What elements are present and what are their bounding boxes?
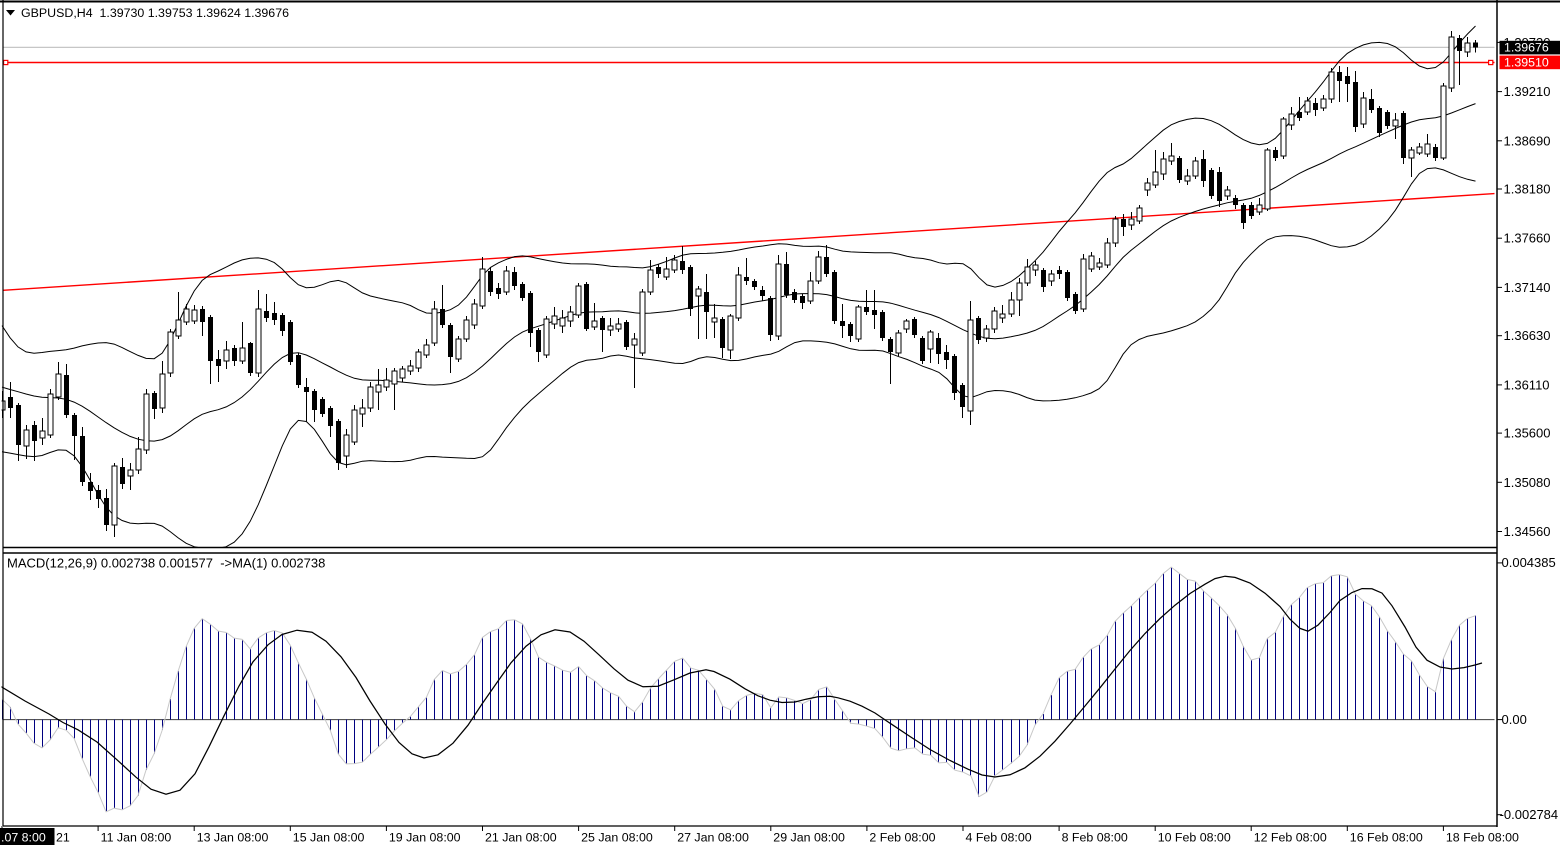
svg-text:1.37140: 1.37140 — [1504, 280, 1551, 295]
svg-text:0.004385: 0.004385 — [1502, 555, 1556, 570]
svg-text:1.38690: 1.38690 — [1504, 133, 1551, 148]
svg-text:0.00: 0.00 — [1502, 712, 1527, 727]
svg-text:19 Jan 08:00: 19 Jan 08:00 — [389, 831, 461, 845]
svg-text:1.39510: 1.39510 — [1504, 55, 1549, 69]
svg-text:11 Jan 08:00: 11 Jan 08:00 — [101, 831, 172, 845]
svg-text:8 Feb 08:00: 8 Feb 08:00 — [1062, 831, 1128, 845]
svg-text:1.36630: 1.36630 — [1504, 328, 1551, 343]
svg-text:21 Jan 08:00: 21 Jan 08:00 — [485, 831, 557, 845]
svg-text:1.35600: 1.35600 — [1504, 426, 1551, 441]
svg-text:10 Feb 08:00: 10 Feb 08:00 — [1158, 831, 1231, 845]
svg-text:1.38180: 1.38180 — [1504, 182, 1551, 197]
svg-text:18 Feb 08:00: 18 Feb 08:00 — [1446, 831, 1519, 845]
svg-text:1.39210: 1.39210 — [1504, 84, 1551, 99]
svg-text:.07 8:00: .07 8:00 — [1, 831, 46, 845]
svg-text:-0.002784: -0.002784 — [1500, 807, 1559, 822]
svg-text:1.34560: 1.34560 — [1504, 524, 1551, 539]
svg-text:13 Jan 08:00: 13 Jan 08:00 — [197, 831, 269, 845]
svg-text:1.35080: 1.35080 — [1504, 475, 1551, 490]
svg-text:25 Jan 08:00: 25 Jan 08:00 — [581, 831, 653, 845]
svg-text:GBPUSD,H4 1.39730 1.39753 1.3: GBPUSD,H4 1.39730 1.39753 1.39624 1.3967… — [21, 6, 289, 20]
svg-text:27 Jan 08:00: 27 Jan 08:00 — [677, 831, 749, 845]
svg-text:15 Jan 08:00: 15 Jan 08:00 — [293, 831, 365, 845]
svg-text:16 Feb 08:00: 16 Feb 08:00 — [1350, 831, 1423, 845]
svg-text:4 Feb 08:00: 4 Feb 08:00 — [966, 831, 1032, 845]
svg-text:1.39676: 1.39676 — [1504, 41, 1549, 55]
svg-text:MACD(12,26,9) 0.002738 0.00157: MACD(12,26,9) 0.002738 0.001577 ->MA(1) … — [7, 556, 325, 571]
svg-text:12 Feb 08:00: 12 Feb 08:00 — [1254, 831, 1327, 845]
svg-text:21: 21 — [56, 831, 70, 845]
svg-text:1.36110: 1.36110 — [1504, 377, 1550, 392]
svg-text:1.37660: 1.37660 — [1504, 231, 1551, 246]
svg-text:29 Jan 08:00: 29 Jan 08:00 — [773, 831, 845, 845]
svg-text:2 Feb 08:00: 2 Feb 08:00 — [869, 831, 935, 845]
